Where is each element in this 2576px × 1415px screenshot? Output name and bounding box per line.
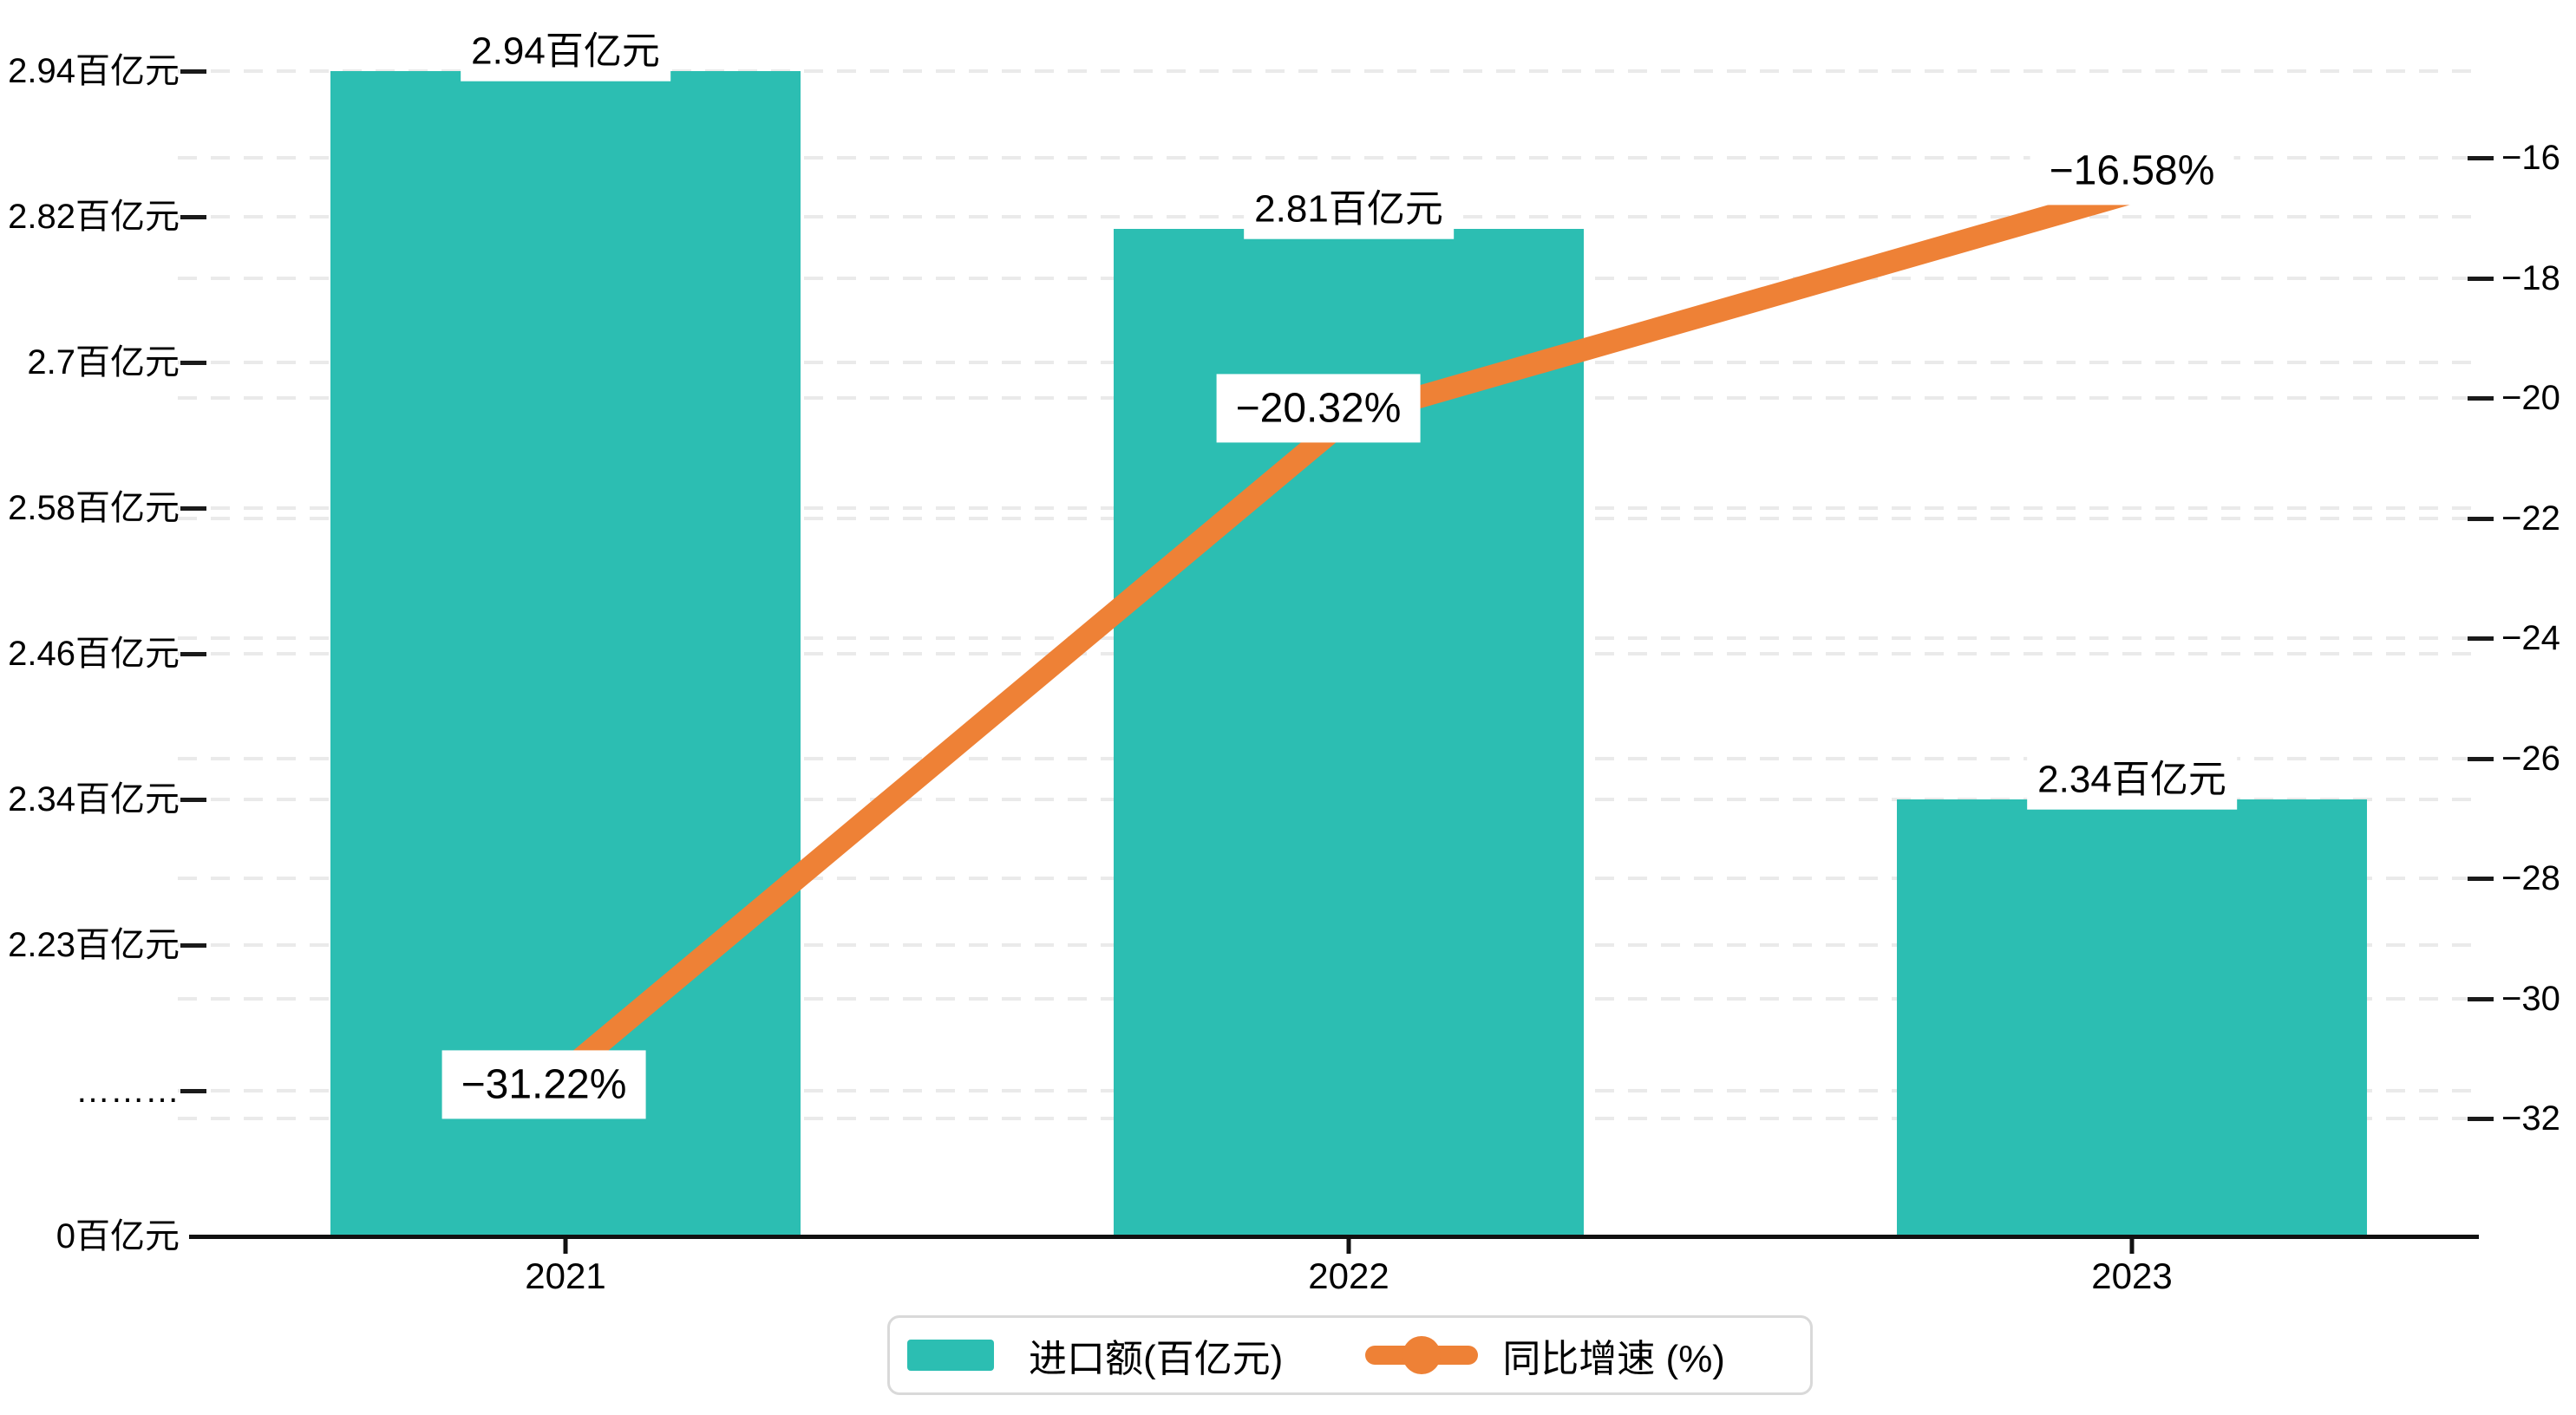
left-axis-label-0: 2.94百亿元 (8, 52, 180, 90)
left-axis-tick (180, 215, 206, 219)
line-marker-dot-icon (1402, 1336, 1442, 1374)
left-axis-tick (180, 506, 206, 511)
x-axis-label-2022: 2022 (1308, 1255, 1389, 1296)
right-axis-tick (2468, 516, 2494, 521)
x-axis-tick (1346, 1239, 1351, 1254)
bar-value-label-2022: 2.81百亿元 (1244, 180, 1454, 239)
x-axis-tick (563, 1239, 568, 1254)
left-axis-tick (180, 943, 206, 948)
left-axis-label-8: 0百亿元 (56, 1217, 180, 1255)
bar-series-swatch-icon[interactable] (907, 1340, 994, 1371)
legend-item-import-amount[interactable]: 进口额(百亿元) (1029, 1338, 1284, 1380)
left-axis-tick (180, 1089, 206, 1093)
left-axis-label-2: 2.7百亿元 (27, 343, 180, 381)
bar-value-label-2023: 2.34百亿元 (2027, 751, 2237, 810)
right-axis-tick (2468, 877, 2494, 881)
right-axis-label-3: −22 (2501, 499, 2560, 538)
right-axis-tick (2468, 636, 2494, 641)
line-series-marker-icon[interactable] (1365, 1336, 1479, 1374)
growth-value-label-2022: −20.32% (1216, 374, 1421, 443)
right-axis-tick (2468, 1117, 2494, 1121)
right-axis-label-5: −26 (2501, 739, 2560, 778)
right-axis-label-1: −18 (2501, 258, 2560, 297)
growth-value-label-2023: −16.58% (2030, 136, 2234, 205)
right-axis-tick (2468, 276, 2494, 281)
left-axis-label-4: 2.46百亿元 (8, 635, 180, 673)
left-axis-tick (180, 361, 206, 365)
left-axis-label-5: 2.34百亿元 (8, 780, 180, 818)
right-axis-tick (2468, 156, 2494, 160)
bar-2023[interactable] (1897, 799, 2367, 1236)
left-axis-label-3: 2.58百亿元 (8, 489, 180, 527)
x-axis-label-2023: 2023 (2091, 1255, 2173, 1296)
right-axis-label-8: −32 (2501, 1099, 2560, 1138)
legend-item-growth-rate[interactable]: 同比增速 (%) (1502, 1338, 1725, 1380)
left-axis-break-label: ……… (75, 1072, 180, 1110)
gridline (178, 156, 2477, 160)
right-axis-tick (2468, 996, 2494, 1001)
growth-value-label-2021: −31.22% (441, 1050, 646, 1119)
left-axis-tick (180, 652, 206, 656)
bar-2021[interactable] (330, 71, 801, 1236)
x-axis-line (189, 1235, 2479, 1239)
x-axis-label-2021: 2021 (525, 1255, 606, 1296)
left-axis-tick (180, 798, 206, 802)
gridline (178, 69, 2477, 73)
right-axis-label-4: −24 (2501, 619, 2560, 657)
legend: 进口额(百亿元) 同比增速 (%) (887, 1315, 1813, 1395)
left-axis-label-6: 2.23百亿元 (8, 926, 180, 964)
right-axis-tick (2468, 756, 2494, 761)
left-axis-label-1: 2.82百亿元 (8, 198, 180, 236)
right-axis-label-7: −30 (2501, 979, 2560, 1018)
left-axis-tick (180, 69, 206, 74)
right-axis-label-2: −20 (2501, 379, 2560, 417)
right-axis-label-0: −16 (2501, 139, 2560, 177)
bar-value-label-2021: 2.94百亿元 (461, 23, 670, 82)
right-axis-tick (2468, 396, 2494, 401)
x-axis-tick (2129, 1239, 2135, 1254)
right-axis-label-6: −28 (2501, 859, 2560, 897)
